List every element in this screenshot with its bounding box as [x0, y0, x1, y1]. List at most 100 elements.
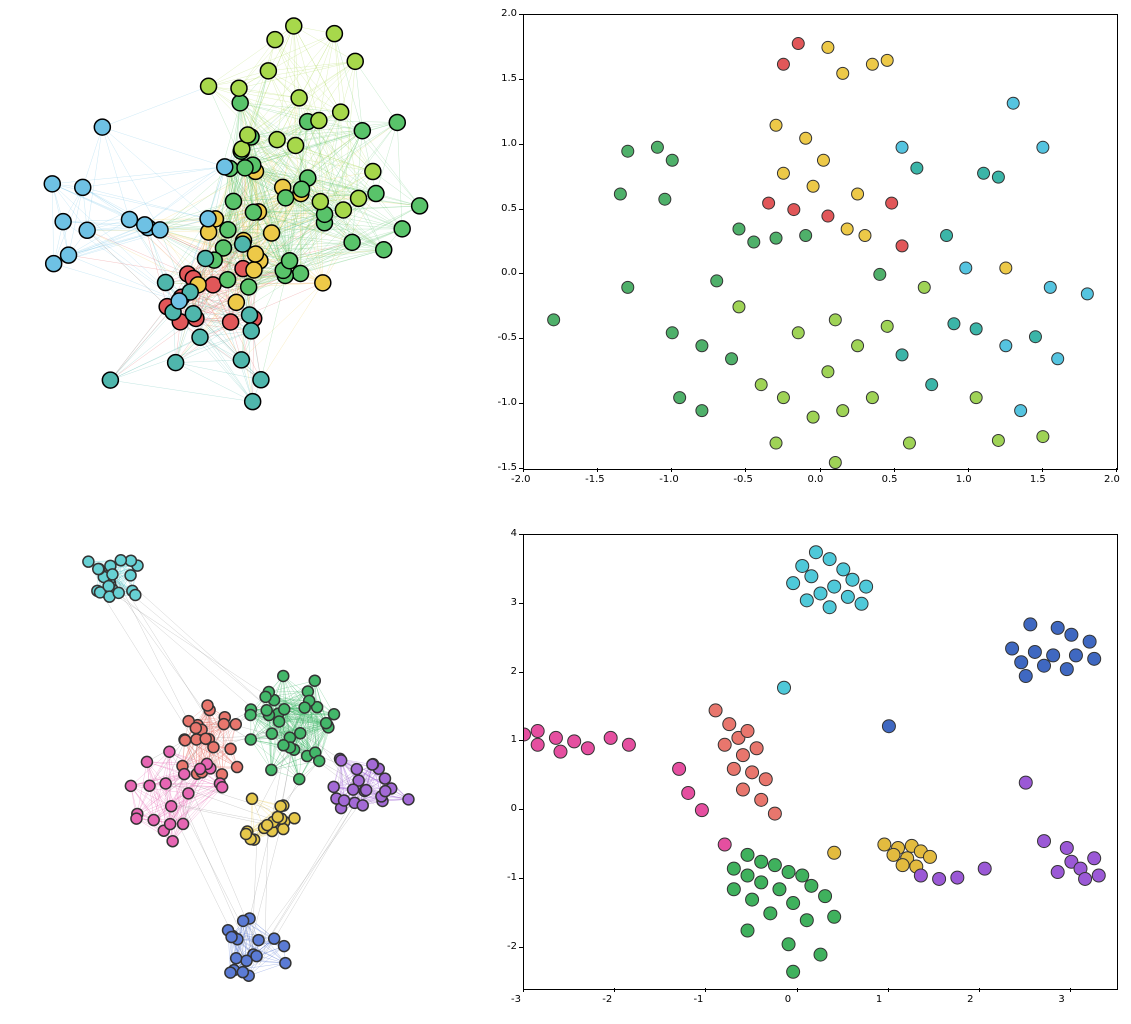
scatter-point [531, 738, 544, 751]
scatter-point [651, 141, 663, 153]
network-node [333, 104, 349, 120]
scatter-point [718, 838, 731, 851]
network-node [269, 933, 280, 944]
network-node [335, 202, 351, 218]
network-node [200, 733, 211, 744]
network-node [231, 953, 242, 964]
network-node [326, 26, 342, 42]
scatter-point [823, 601, 836, 614]
scatter-point [1051, 621, 1064, 634]
scatter-point [866, 392, 878, 404]
scatter-point [992, 171, 1004, 183]
scatter-point [524, 728, 531, 741]
scatter-point [568, 735, 581, 748]
scatter-point [614, 188, 626, 200]
y-tick-label: 0.0 [487, 267, 517, 278]
figure: -2.0-1.5-1.0-0.50.00.51.01.52.0-1.5-1.0-… [0, 0, 1131, 1024]
scatter-point [1000, 262, 1012, 274]
scatter-point [881, 54, 893, 66]
scatter-point [970, 392, 982, 404]
network-node [245, 710, 256, 721]
scatter-point [951, 871, 964, 884]
scatter-point [805, 570, 818, 583]
network-node [286, 18, 302, 34]
scatter-point [941, 230, 953, 242]
x-tick-label: 0.0 [808, 474, 824, 485]
scatter-point [759, 773, 772, 786]
scatter-point [796, 559, 809, 572]
scatter-point [1052, 353, 1064, 365]
network-node [357, 800, 368, 811]
scatter-point [548, 314, 560, 326]
network-node [115, 555, 126, 566]
scatter-point [807, 180, 819, 192]
scatter-point [750, 742, 763, 755]
network-node [103, 581, 114, 592]
network-node [102, 372, 118, 388]
scatter-point [778, 681, 791, 694]
y-tick-label: 1.5 [487, 73, 517, 84]
x-tick-label: 2 [967, 994, 973, 1005]
x-tick-label: -0.5 [733, 474, 753, 485]
network-node [202, 700, 213, 711]
network-node [289, 813, 300, 824]
y-tick-label: -1 [487, 872, 517, 883]
scatter-point [1044, 281, 1056, 293]
y-tick-label: -1.5 [487, 462, 517, 473]
scatter-point [817, 154, 829, 166]
scatter-point [727, 762, 740, 775]
scatter-point [755, 855, 768, 868]
scatter-point [770, 437, 782, 449]
network-node [264, 225, 280, 241]
scatter-point [846, 573, 859, 586]
scatter-plot-bottom: -3-2-10123-2-101234 [485, 530, 1120, 1010]
scatter-point [736, 783, 749, 796]
x-tick-label: 1 [876, 994, 882, 1005]
scatter-point [1006, 642, 1019, 655]
network-node [183, 788, 194, 799]
scatter-point [673, 762, 686, 775]
scatter-point [805, 879, 818, 892]
scatter-point [837, 563, 850, 576]
scatter-point [755, 379, 767, 391]
scatter-point [874, 268, 886, 280]
network-node [93, 564, 104, 575]
x-tick-label: 2.0 [1104, 474, 1120, 485]
network-node [240, 127, 256, 143]
network-node [266, 728, 277, 739]
network-node [389, 114, 405, 130]
network-node [167, 836, 178, 847]
scatter-point [604, 731, 617, 744]
network-node [220, 272, 236, 288]
scatter-point [978, 862, 991, 875]
network-node [245, 734, 256, 745]
scatter-point [914, 869, 927, 882]
scatter-point [1060, 663, 1073, 676]
network-node [233, 352, 249, 368]
network-node [46, 256, 62, 272]
network-node [295, 728, 306, 739]
scatter-point [1000, 340, 1012, 352]
network-node [328, 781, 339, 792]
network-node [141, 756, 152, 767]
network-node [166, 801, 177, 812]
scatter-point [822, 41, 834, 53]
scatter-point [666, 154, 678, 166]
scatter-point [787, 577, 800, 590]
network-node [171, 293, 187, 309]
network-node [201, 78, 217, 94]
network-node [237, 160, 253, 176]
network-node [152, 222, 168, 238]
x-tick-label: -2 [602, 994, 612, 1005]
network-node [243, 323, 259, 339]
scatter-point [960, 262, 972, 274]
scatter-point [773, 883, 786, 896]
scatter-point [1037, 431, 1049, 443]
scatter-point [531, 725, 544, 738]
network-node [137, 217, 153, 233]
scatter-point [727, 883, 740, 896]
network-node [230, 719, 241, 730]
x-tick-label: -2.0 [511, 474, 531, 485]
y-tick-label: 1 [487, 734, 517, 745]
scatter-point [718, 738, 731, 751]
